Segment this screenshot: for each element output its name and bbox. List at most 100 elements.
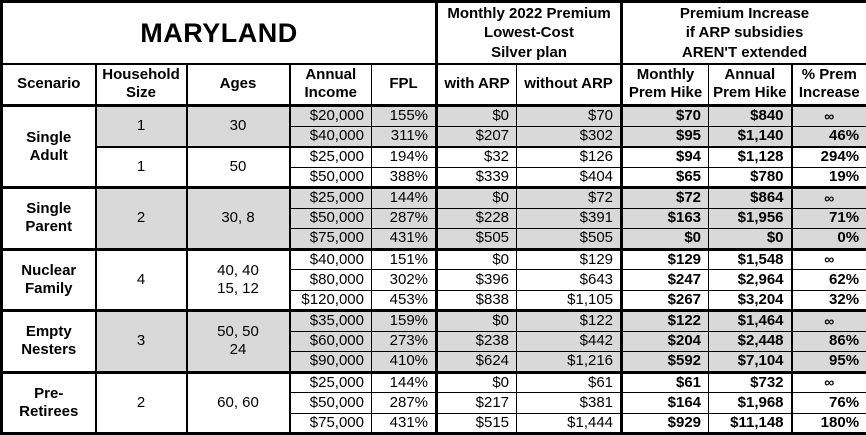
without-arp-cell: $302 [516,125,622,147]
with-arp-cell: $515 [435,412,517,434]
annual-income-cell: $40,000 [288,125,372,147]
ages-cell: 50 [185,145,290,188]
pct-prem-increase-cell: ∞ [790,370,866,393]
table-row: Pre- Retirees 2 60, 60 $25,000 144% $0 $61 $61 $… [1,370,866,434]
annual-income-cell: $50,000 [288,166,372,188]
column-header-ages: Ages [185,63,290,107]
annual-prem-hike-cell: $780 [708,166,792,188]
scenario-cell: Single Adult [1,104,96,188]
annual-prem-hike-cell: $11,148 [708,412,792,434]
with-arp-cell: $32 [435,145,517,167]
column-header-pct-prem-increase: % Prem Increase [790,63,866,107]
pct-prem-increase-cell: ∞ [790,247,866,270]
table-row: Single Adult 1 30 $20,000 155% $0 $70 $70 $840 ∞ [1,104,866,188]
annual-prem-hike-cell: $7,104 [708,351,792,372]
column-header-with-arp: with ARP [435,63,517,107]
fpl-cell: 410% [370,351,437,372]
without-arp-cell: $1,105 [516,289,622,311]
annual-prem-hike-cell: $1,968 [708,392,792,413]
without-arp-cell: $381 [516,392,622,413]
column-header-fpl: FPL [370,63,437,107]
table-header: MARYLAND Monthly 2022 Premium Lowest-Cos… [1,1,866,107]
annual-prem-hike-cell: $1,548 [708,247,792,270]
table-row: Nuclear Family 4 40, 40 15, 12 $40,000 151% $… [1,247,866,311]
pct-prem-increase-cell: 46% [790,125,866,147]
fpl-cell: 287% [370,392,437,413]
without-arp-cell: $505 [516,228,622,249]
pct-prem-increase-cell: 62% [790,269,866,290]
table-row: $50,000 287% $228 $391 $163 $1,956 71% [2,207,866,229]
monthly-prem-hike-cell: $164 [620,392,709,413]
annual-prem-hike-cell: $864 [708,186,792,208]
household-size-cell: 2 [94,186,187,249]
without-arp-cell: $129 [516,247,622,270]
with-arp-cell: $228 [435,207,517,229]
monthly-prem-hike-cell: $94 [620,145,709,167]
annual-income-cell: $120,000 [288,289,372,311]
annual-income-cell: $25,000 [288,370,372,393]
annual-income-cell: $60,000 [288,330,372,352]
household-size-cell: 1 [94,104,187,147]
with-arp-cell: $217 [435,392,517,413]
pct-prem-increase-cell: 32% [790,289,866,311]
pct-prem-increase-cell: ∞ [790,309,866,331]
column-header-monthly-prem-hike: Monthly Prem Hike [620,63,709,107]
fpl-cell: 144% [370,186,437,208]
ages-cell: 40, 40 15, 12 [185,247,290,311]
with-arp-cell: $339 [435,166,517,188]
ages-cell: 30 [185,104,290,147]
with-arp-cell: $0 [435,247,517,270]
monthly-prem-hike-cell: $204 [620,330,709,352]
with-arp-cell: $207 [435,125,517,147]
pct-prem-increase-cell: 71% [790,207,866,229]
without-arp-cell: $643 [516,269,622,290]
monthly-prem-hike-cell: $129 [620,247,709,270]
pct-prem-increase-cell: ∞ [790,186,866,208]
pct-prem-increase-cell: 86% [790,330,866,352]
column-header-annual-income: Annual Income [288,63,372,107]
column-header-annual-prem-hike: Annual Prem Hike [708,63,792,107]
ages-cell: 60, 60 [185,370,290,434]
pct-prem-increase-cell: 19% [790,166,866,188]
annual-prem-hike-cell: $840 [708,104,792,126]
without-arp-cell: $442 [516,330,622,352]
annual-prem-hike-cell: $3,204 [708,289,792,311]
annual-income-cell: $75,000 [288,412,372,434]
with-arp-cell: $0 [435,186,517,208]
table-row: $120,000 453% $838 $1,105 $267 $3,204 32% [2,289,866,311]
annual-prem-hike-cell: $1,956 [708,207,792,229]
pct-prem-increase-cell: 76% [790,392,866,413]
with-arp-cell: $624 [435,351,517,372]
annual-prem-hike-cell: $732 [708,370,792,393]
pct-prem-increase-cell: 0% [790,228,866,249]
pct-prem-increase-cell: 180% [790,412,866,434]
monthly-prem-hike-cell: $122 [620,309,709,331]
monthly-prem-hike-cell: $70 [620,104,709,126]
table-row: $75,000 431% $515 $1,444 $929 $11,148 180% [2,412,866,434]
scenario-cell: Empty Nesters [1,309,96,372]
household-size-cell: 2 [94,370,187,434]
fpl-cell: 159% [370,309,437,331]
fpl-cell: 453% [370,289,437,311]
monthly-prem-hike-cell: $247 [620,269,709,290]
table-row: $40,000 311% $207 $302 $95 $1,140 46% [2,125,866,147]
monthly-prem-hike-cell: $929 [620,412,709,434]
column-header-household-size: Household Size [94,63,187,107]
annual-prem-hike-cell: $1,128 [708,145,792,167]
annual-income-cell: $90,000 [288,351,372,372]
annual-income-cell: $40,000 [288,247,372,270]
fpl-cell: 155% [370,104,437,126]
without-arp-cell: $122 [516,309,622,331]
table-row: $90,000 410% $624 $1,216 $592 $7,104 95% [2,351,866,372]
annual-income-cell: $20,000 [288,104,372,126]
without-arp-cell: $61 [516,370,622,393]
monthly-prem-hike-cell: $267 [620,289,709,311]
annual-income-cell: $75,000 [288,228,372,249]
with-arp-cell: $0 [435,370,517,393]
pct-prem-increase-cell: 294% [790,145,866,167]
table-row: Empty Nesters 3 50, 50 24 $35,000 159% $0 $122… [1,309,866,372]
monthly-prem-hike-cell: $0 [620,228,709,249]
annual-income-cell: $35,000 [288,309,372,331]
annual-income-cell: $80,000 [288,269,372,290]
monthly-prem-hike-cell: $72 [620,186,709,208]
